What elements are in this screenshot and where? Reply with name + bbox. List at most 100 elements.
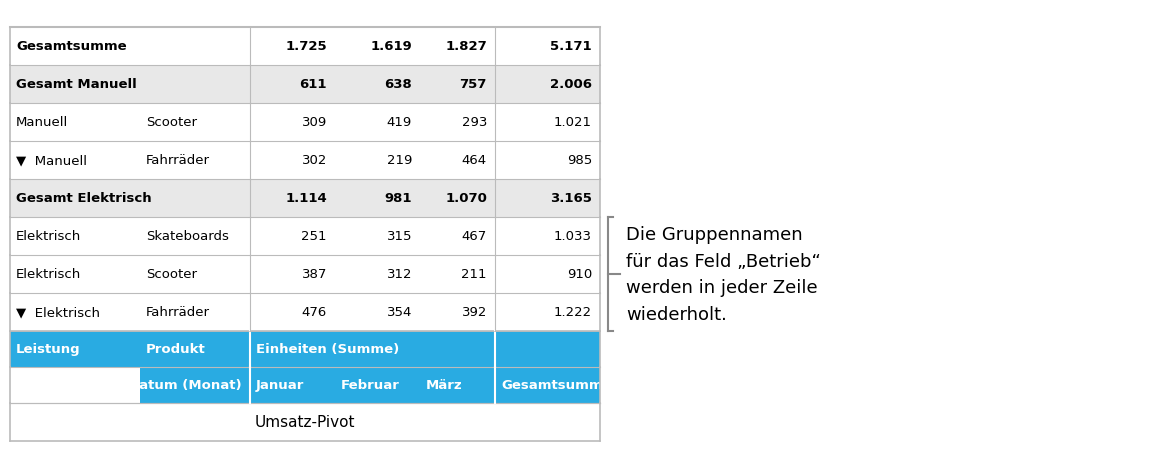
Text: 1.725: 1.725 xyxy=(285,41,327,53)
Bar xyxy=(335,367,420,403)
Text: 312: 312 xyxy=(387,268,412,281)
Bar xyxy=(495,331,600,367)
Bar xyxy=(10,28,250,66)
Bar xyxy=(495,66,600,104)
Bar xyxy=(140,367,250,403)
Text: ▼  Elektrisch: ▼ Elektrisch xyxy=(16,306,100,319)
Bar xyxy=(140,255,250,293)
Text: Elektrisch: Elektrisch xyxy=(16,230,81,243)
Text: 302: 302 xyxy=(301,154,327,167)
Text: März: März xyxy=(426,379,463,391)
Bar xyxy=(335,255,420,293)
Text: 392: 392 xyxy=(462,306,487,319)
Bar xyxy=(10,217,140,255)
Bar xyxy=(250,367,335,403)
Text: Elektrisch: Elektrisch xyxy=(16,268,81,281)
Text: Gesamt Manuell: Gesamt Manuell xyxy=(16,78,137,91)
Bar xyxy=(335,331,420,367)
Text: Die Gruppennamen
für das Feld „Betrieb“
werden in jeder Zeile
wiederholt.: Die Gruppennamen für das Feld „Betrieb“ … xyxy=(625,226,820,323)
Bar xyxy=(250,293,335,331)
Text: Gesamt Elektrisch: Gesamt Elektrisch xyxy=(16,192,151,205)
Text: 5.171: 5.171 xyxy=(550,41,592,53)
Bar xyxy=(420,142,495,179)
Text: Skateboards: Skateboards xyxy=(147,230,228,243)
Text: Gesamtsumme: Gesamtsumme xyxy=(501,379,612,391)
Bar xyxy=(140,217,250,255)
Bar xyxy=(420,367,495,403)
Bar xyxy=(335,66,420,104)
Text: 3.165: 3.165 xyxy=(550,192,592,205)
Text: 757: 757 xyxy=(459,78,487,91)
Bar xyxy=(420,66,495,104)
Bar xyxy=(495,142,600,179)
Bar xyxy=(140,104,250,142)
Bar xyxy=(335,179,420,217)
Text: Produkt: Produkt xyxy=(147,343,205,356)
Text: Februar: Februar xyxy=(340,379,400,391)
Text: ▼  Manuell: ▼ Manuell xyxy=(16,154,87,167)
Text: Fahrräder: Fahrräder xyxy=(147,154,210,167)
Bar xyxy=(10,66,250,104)
Bar xyxy=(250,217,335,255)
Bar xyxy=(10,293,140,331)
Text: 1.619: 1.619 xyxy=(370,41,412,53)
Bar xyxy=(495,28,600,66)
Text: 387: 387 xyxy=(301,268,327,281)
Text: 611: 611 xyxy=(300,78,327,91)
Text: 1.033: 1.033 xyxy=(554,230,592,243)
Text: 1.114: 1.114 xyxy=(285,192,327,205)
Text: Scooter: Scooter xyxy=(147,116,197,129)
Bar xyxy=(335,293,420,331)
Bar xyxy=(250,331,335,367)
Text: 1.021: 1.021 xyxy=(554,116,592,129)
Bar xyxy=(335,104,420,142)
Text: Fahrräder: Fahrräder xyxy=(147,306,210,319)
Text: 464: 464 xyxy=(462,154,487,167)
Bar xyxy=(10,331,140,367)
Bar xyxy=(420,28,495,66)
Text: Leistung: Leistung xyxy=(16,343,81,356)
Bar xyxy=(420,217,495,255)
Bar xyxy=(140,142,250,179)
Bar xyxy=(140,331,250,367)
Bar xyxy=(10,142,140,179)
Bar xyxy=(10,403,600,441)
Bar xyxy=(335,142,420,179)
Bar xyxy=(495,104,600,142)
Bar xyxy=(420,255,495,293)
Bar xyxy=(250,255,335,293)
Text: 354: 354 xyxy=(387,306,412,319)
Bar xyxy=(420,331,495,367)
Text: 211: 211 xyxy=(462,268,487,281)
Text: 293: 293 xyxy=(462,116,487,129)
Bar xyxy=(10,104,140,142)
Text: 419: 419 xyxy=(387,116,412,129)
Text: 981: 981 xyxy=(384,192,412,205)
Bar xyxy=(420,293,495,331)
Bar xyxy=(495,255,600,293)
Bar xyxy=(495,293,600,331)
Text: 1.827: 1.827 xyxy=(445,41,487,53)
Text: 638: 638 xyxy=(384,78,412,91)
Bar xyxy=(250,28,335,66)
Bar xyxy=(10,179,250,217)
Text: 315: 315 xyxy=(387,230,412,243)
Text: 476: 476 xyxy=(301,306,327,319)
Bar xyxy=(335,217,420,255)
Text: 2.006: 2.006 xyxy=(550,78,592,91)
Text: 1.070: 1.070 xyxy=(445,192,487,205)
Text: Einheiten (Summe): Einheiten (Summe) xyxy=(256,343,399,356)
Bar xyxy=(140,293,250,331)
Bar xyxy=(420,179,495,217)
Text: 910: 910 xyxy=(567,268,592,281)
Text: Scooter: Scooter xyxy=(147,268,197,281)
Bar xyxy=(10,367,140,403)
Text: 1.222: 1.222 xyxy=(554,306,592,319)
Text: Umsatz-Pivot: Umsatz-Pivot xyxy=(255,414,355,429)
Bar xyxy=(420,104,495,142)
Bar xyxy=(250,104,335,142)
Text: 985: 985 xyxy=(567,154,592,167)
Text: 309: 309 xyxy=(301,116,327,129)
Bar xyxy=(495,367,600,403)
Text: Gesamtsumme: Gesamtsumme xyxy=(16,41,127,53)
